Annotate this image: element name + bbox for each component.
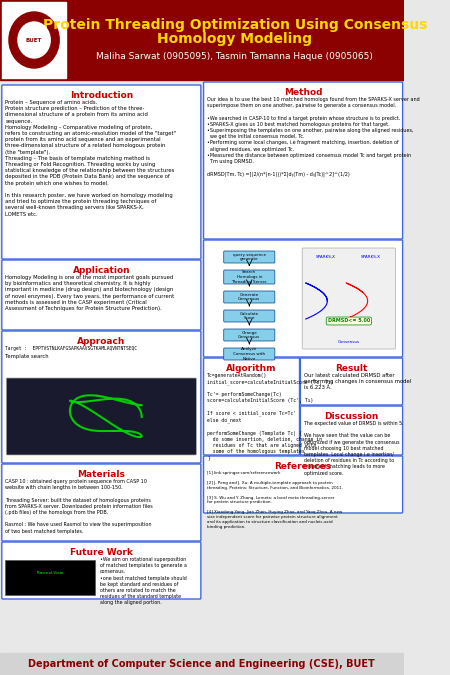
- Text: The expected value of DRMSD is within 5.

We have seen that the value can be
opt: The expected value of DRMSD is within 5.…: [304, 421, 404, 476]
- Text: Algorithm: Algorithm: [226, 364, 276, 373]
- Text: [1] link.springer.com/referencework

[2] J. Peng and J. Xu: A multiple-template : [1] link.springer.com/referencework [2] …: [207, 471, 343, 529]
- Text: Introduction: Introduction: [70, 91, 133, 100]
- Text: Homology Modeling: Homology Modeling: [158, 32, 312, 46]
- Text: DRMSD<= 5.00: DRMSD<= 5.00: [328, 319, 370, 323]
- Text: Department of Computer Science and Engineering (CSE), BUET: Department of Computer Science and Engin…: [28, 659, 375, 669]
- Text: Future Work: Future Work: [70, 548, 133, 557]
- Text: Our idea is to use the best 10 matched homologs found from the SPARKS-X server a: Our idea is to use the best 10 matched h…: [207, 97, 420, 177]
- Text: SPARKS-X: SPARKS-X: [360, 255, 380, 259]
- Text: Rasmol View: Rasmol View: [37, 571, 63, 575]
- Text: Consensus: Consensus: [338, 340, 360, 344]
- FancyBboxPatch shape: [301, 358, 403, 405]
- FancyBboxPatch shape: [2, 542, 201, 599]
- Text: query sequence
generate: query sequence generate: [233, 252, 266, 261]
- Bar: [0, 653, 404, 675]
- FancyBboxPatch shape: [203, 358, 300, 455]
- FancyBboxPatch shape: [224, 310, 275, 322]
- Text: Our latest calculated DRMSD after
performing changes in consensus model
is 6.223: Our latest calculated DRMSD after perfor…: [304, 373, 411, 390]
- Bar: [0, 0, 404, 80]
- FancyBboxPatch shape: [203, 456, 403, 513]
- Bar: [0, 80, 404, 653]
- Text: Homology Modeling is one of the most important goals pursued
by bioinformatics a: Homology Modeling is one of the most imp…: [5, 275, 175, 311]
- Text: Target :  EPPTVSTNLKAFGSAPKAAVSGTKAMLAQVNTNTSEQC: Target : EPPTVSTNLKAFGSAPKAAVSGTKAMLAQVN…: [5, 346, 137, 351]
- FancyBboxPatch shape: [2, 260, 201, 330]
- FancyBboxPatch shape: [2, 331, 201, 463]
- FancyBboxPatch shape: [302, 248, 396, 349]
- FancyBboxPatch shape: [224, 251, 275, 263]
- FancyBboxPatch shape: [301, 406, 403, 455]
- FancyBboxPatch shape: [224, 291, 275, 303]
- Circle shape: [18, 22, 50, 58]
- Text: References: References: [274, 462, 332, 471]
- FancyBboxPatch shape: [2, 85, 201, 259]
- Text: Application: Application: [72, 266, 130, 275]
- Text: Protein Threading Optimization Using Consensus: Protein Threading Optimization Using Con…: [43, 18, 427, 32]
- Text: Result: Result: [335, 364, 368, 373]
- Text: BUET: BUET: [26, 38, 42, 43]
- Circle shape: [9, 12, 59, 68]
- Text: Change
Consensus: Change Consensus: [238, 331, 261, 340]
- Text: Calculate
Score: Calculate Score: [240, 312, 259, 321]
- Text: Protein – Sequence of amino acids.
Protein structure prediction – Prediction of : Protein – Sequence of amino acids. Prote…: [5, 100, 176, 217]
- FancyBboxPatch shape: [6, 378, 196, 455]
- FancyBboxPatch shape: [224, 348, 275, 360]
- Bar: [2, 2, 66, 78]
- FancyBboxPatch shape: [5, 560, 95, 595]
- Text: •We aim on rotational superposition
of matched templates to generate a
consensus: •We aim on rotational superposition of m…: [99, 557, 186, 605]
- FancyBboxPatch shape: [203, 82, 403, 239]
- FancyBboxPatch shape: [224, 329, 275, 341]
- Text: Discussion: Discussion: [324, 412, 379, 421]
- Text: Analyze
Consensus with
Native: Analyze Consensus with Native: [233, 348, 266, 360]
- Text: Tc=generateAtRandom()
initial_score=calculateInitialScore (Tc, Tı)

Tc'= perform: Tc=generateAtRandom() initial_score=calc…: [207, 373, 333, 460]
- Text: Generate
Consensus: Generate Consensus: [238, 293, 261, 301]
- FancyBboxPatch shape: [2, 464, 201, 541]
- FancyBboxPatch shape: [224, 270, 275, 284]
- Text: Method: Method: [284, 88, 322, 97]
- Text: Search
Homologs in
Threading Server: Search Homologs in Threading Server: [231, 271, 267, 284]
- Text: Approach: Approach: [77, 337, 126, 346]
- Text: SPARKS-X: SPARKS-X: [315, 255, 336, 259]
- Text: Maliha Sarwat (0905095), Tasmin Tamanna Haque (0905065): Maliha Sarwat (0905095), Tasmin Tamanna …: [96, 52, 374, 61]
- FancyBboxPatch shape: [203, 240, 403, 357]
- Text: Materials: Materials: [77, 470, 125, 479]
- Text: Template search: Template search: [5, 354, 49, 359]
- Text: CASP 10 : obtained query protein sequence from CASP 10
website with chain length: CASP 10 : obtained query protein sequenc…: [5, 479, 153, 534]
